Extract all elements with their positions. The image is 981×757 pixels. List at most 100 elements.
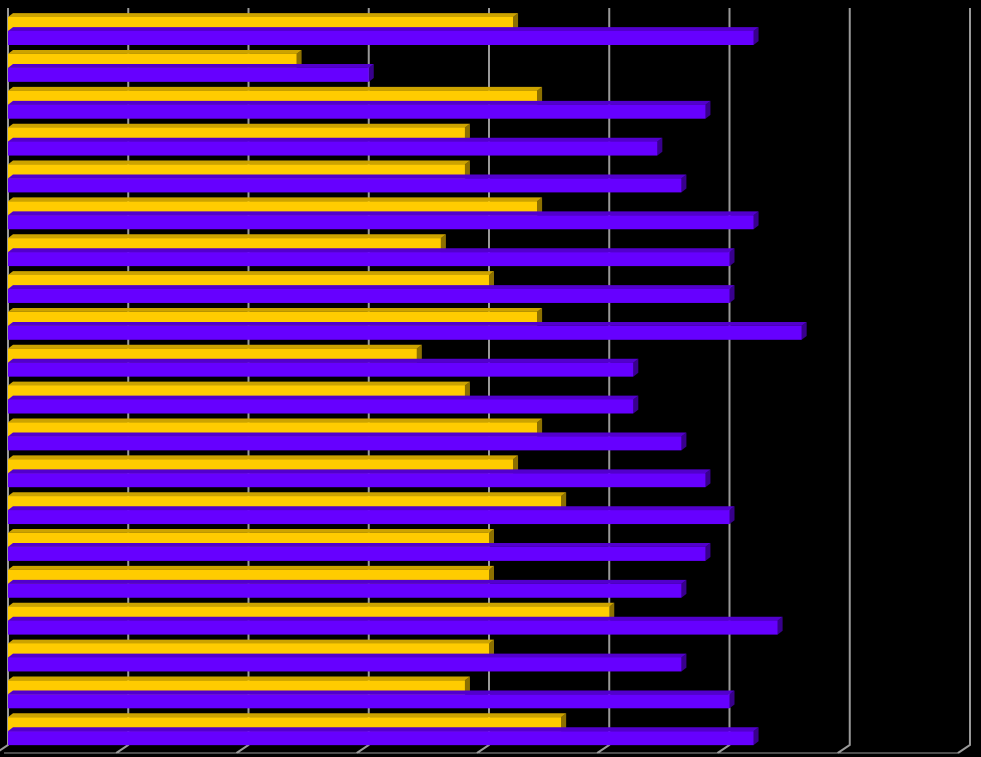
bar <box>8 31 754 45</box>
bar-side <box>440 234 446 253</box>
grid-line <box>716 8 731 754</box>
bar-side <box>537 86 543 105</box>
bar-top <box>8 653 687 658</box>
bar-top <box>8 100 711 105</box>
bar-side <box>729 690 735 709</box>
bar <box>8 67 369 82</box>
bar-side <box>681 653 687 672</box>
bar-top <box>8 27 759 31</box>
bar-side <box>464 676 470 695</box>
bar-top <box>8 506 735 511</box>
bar-side <box>464 123 470 142</box>
bar <box>8 362 634 377</box>
bar-top <box>8 86 543 91</box>
bar-side <box>537 418 543 437</box>
bar-side <box>368 64 374 82</box>
bar <box>8 473 706 488</box>
bar <box>8 620 778 635</box>
bar-top <box>8 616 783 621</box>
bar-side <box>729 285 735 303</box>
bar <box>8 510 730 525</box>
bar-top <box>8 174 687 179</box>
bar <box>8 657 682 672</box>
bar-top <box>8 395 639 400</box>
bar-side <box>537 197 543 216</box>
bar-top <box>8 381 470 386</box>
bar-side <box>681 579 687 598</box>
bar-side <box>753 211 759 230</box>
bar <box>8 104 706 119</box>
bar-side <box>561 492 567 511</box>
bar-top <box>8 529 494 533</box>
bar <box>8 583 682 598</box>
bar-top <box>8 160 470 165</box>
bar-side <box>657 137 663 156</box>
grid-line <box>957 8 971 754</box>
bar-side <box>489 565 494 584</box>
bar-top <box>8 713 567 718</box>
bar <box>8 178 682 193</box>
bar-side <box>705 543 711 561</box>
bar-top <box>8 565 494 570</box>
bar-top <box>8 579 687 584</box>
bar-side <box>729 506 735 525</box>
bar-side <box>609 602 615 621</box>
bar-top <box>8 358 639 363</box>
bar-side <box>681 174 687 193</box>
bar <box>8 546 706 561</box>
bar <box>8 288 730 303</box>
bar-side <box>777 616 783 635</box>
bar-side <box>489 271 494 289</box>
bar <box>8 325 802 340</box>
bar-side <box>513 455 519 474</box>
bar-top <box>8 690 735 695</box>
bar-side <box>513 13 519 31</box>
bar-side <box>416 344 422 363</box>
bar-top <box>8 50 302 54</box>
bar-top <box>8 211 759 216</box>
bar-top <box>8 234 446 239</box>
bar-top <box>8 248 735 253</box>
grid-line <box>596 8 611 754</box>
grid-line <box>0 8 9 752</box>
bar-top <box>8 321 807 326</box>
bar-side <box>537 307 543 326</box>
bar-side <box>296 50 302 68</box>
bar-side <box>729 248 735 267</box>
bar-top <box>8 13 519 17</box>
bar-top <box>8 543 711 547</box>
bar <box>8 694 730 709</box>
bar <box>8 252 730 267</box>
bar-side <box>681 432 687 451</box>
bar-side <box>464 160 470 179</box>
bar-top <box>8 432 687 437</box>
bar-side <box>633 395 639 414</box>
bar-top <box>8 418 543 423</box>
bar-top <box>8 639 494 644</box>
bar-top <box>8 197 543 202</box>
bar-side <box>801 321 807 340</box>
bar-top <box>8 455 519 460</box>
bar <box>8 731 754 746</box>
bar-top <box>8 344 422 349</box>
bar-top <box>8 307 543 312</box>
bar-side <box>489 529 494 547</box>
grid-line <box>837 8 851 754</box>
bar-side <box>464 381 470 400</box>
bar-top <box>8 602 615 607</box>
bar-top <box>8 271 494 275</box>
bar-side <box>753 727 759 746</box>
bar-side <box>489 639 494 658</box>
bar-side <box>633 358 639 377</box>
bar <box>8 436 682 451</box>
bar-top <box>8 123 470 128</box>
bar-top <box>8 727 759 732</box>
bar-top <box>8 285 735 289</box>
bar <box>8 141 658 156</box>
bar-side <box>561 713 567 732</box>
bar-top <box>8 64 374 68</box>
bar <box>8 215 754 230</box>
bar-top <box>8 676 470 681</box>
